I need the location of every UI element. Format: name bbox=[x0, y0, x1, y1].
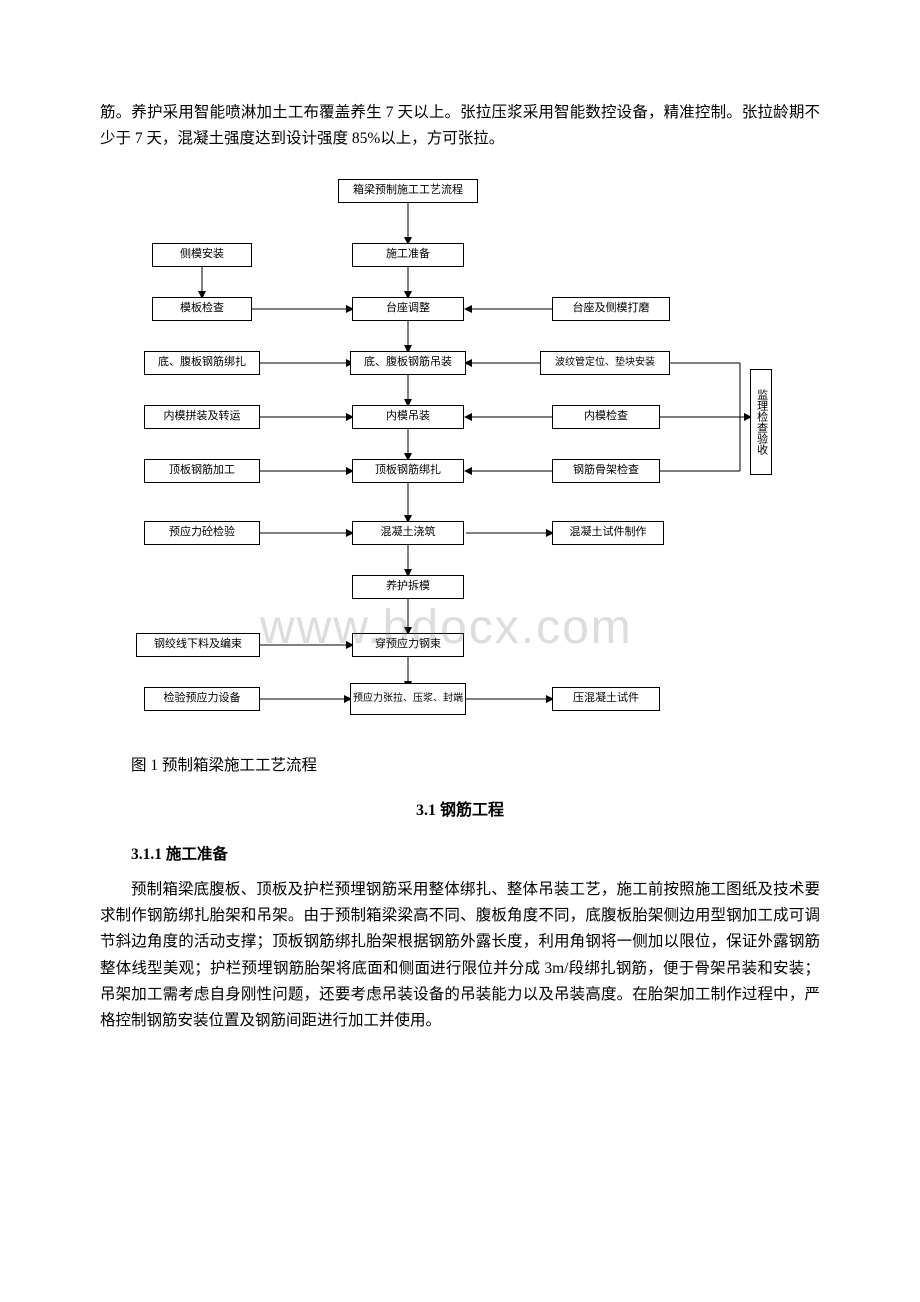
node-inner-hoist: 内模吊装 bbox=[352, 405, 464, 429]
node-inner-assemble: 内模拼装及转运 bbox=[144, 405, 260, 429]
node-supervisor: 监理检查验收 bbox=[750, 369, 772, 475]
node-top-rebar-tie: 顶板钢筋绑扎 bbox=[352, 459, 464, 483]
node-inner-check: 内模检查 bbox=[552, 405, 660, 429]
node-curing: 养护拆模 bbox=[352, 575, 464, 599]
node-tension-grout: 预应力张拉、压浆、封端 bbox=[350, 683, 466, 715]
node-prestress-equip: 检验预应力设备 bbox=[144, 687, 260, 711]
section-heading: 3.1 钢筋工程 bbox=[100, 797, 820, 824]
node-press-sample: 压混凝土试件 bbox=[552, 687, 660, 711]
node-prep: 施工准备 bbox=[352, 243, 464, 267]
flow-title: 箱梁预制施工工艺流程 bbox=[338, 179, 478, 203]
node-strand-cut: 钢绞线下料及编束 bbox=[136, 633, 260, 657]
node-top-rebar-proc: 顶板钢筋加工 bbox=[144, 459, 260, 483]
flowchart: 箱梁预制施工工艺流程 侧模安装 施工准备 模板检查 台座调整 台座及侧模打磨 底… bbox=[100, 171, 820, 741]
node-corrugated: 波纹管定位、垫块安装 bbox=[540, 351, 670, 375]
body-paragraph: 预制箱梁底腹板、顶板及护栏预埋钢筋采用整体绑扎、整体吊装工艺，施工前按照施工图纸… bbox=[100, 877, 820, 1035]
node-mold-check: 模板检查 bbox=[152, 297, 252, 321]
node-rebar-hoist: 底、腹板钢筋吊装 bbox=[350, 351, 466, 375]
intro-paragraph: 筋。养护采用智能喷淋加土工布覆盖养生 7 天以上。张拉压浆采用智能数控设备，精准… bbox=[100, 100, 820, 153]
node-prestress-check: 预应力砼检验 bbox=[144, 521, 260, 545]
node-rebar-frame-check: 钢筋骨架检查 bbox=[552, 459, 660, 483]
node-platform-polish: 台座及侧模打磨 bbox=[552, 297, 670, 321]
node-platform-adjust: 台座调整 bbox=[352, 297, 464, 321]
node-concrete-sample: 混凝土试件制作 bbox=[552, 521, 664, 545]
node-side-mold-install: 侧模安装 bbox=[152, 243, 252, 267]
figure-caption: 图 1 预制箱梁施工工艺流程 bbox=[100, 753, 820, 779]
node-rebar-tie: 底、腹板钢筋绑扎 bbox=[144, 351, 260, 375]
node-concrete-pour: 混凝土浇筑 bbox=[352, 521, 464, 545]
node-thread-tendon: 穿预应力钢束 bbox=[352, 633, 464, 657]
subsection-heading: 3.1.1 施工准备 bbox=[100, 842, 820, 868]
